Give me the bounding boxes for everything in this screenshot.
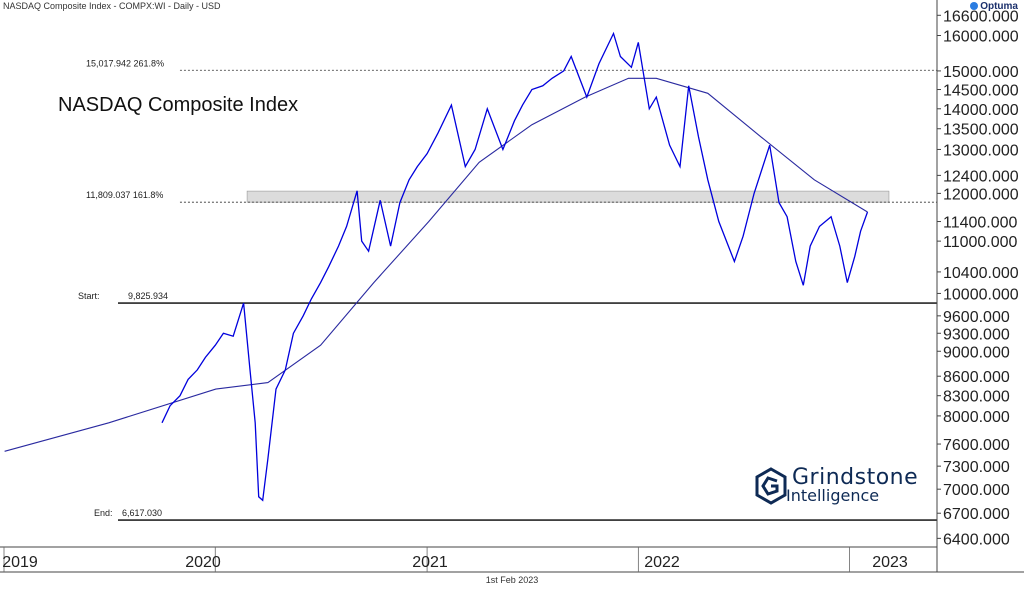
price-line — [161, 31, 869, 502]
y-tick-label: 14500.000 — [943, 83, 1019, 100]
y-tick-label: 9000.000 — [943, 344, 1010, 361]
y-tick-label: 9300.000 — [943, 326, 1010, 343]
y-tick-label: 13500.000 — [943, 122, 1019, 139]
end-level-value: 6,617.030 — [122, 508, 162, 518]
logo-word-grindstone: Grindstone — [792, 465, 919, 490]
optuma-brand-label: Optuma — [980, 1, 1018, 12]
y-tick-label: 10400.000 — [943, 265, 1019, 282]
y-tick-label: 12000.000 — [943, 186, 1019, 203]
chart-header-title: NASDAQ Composite Index - COMPX:WI - Dail… — [3, 1, 221, 11]
end-level-label: End: — [94, 508, 113, 518]
y-tick-label: 7300.000 — [943, 459, 1010, 476]
y-tick-label: 9600.000 — [943, 309, 1010, 326]
y-tick-label: 7000.000 — [943, 482, 1010, 499]
y-tick-label: 10000.000 — [943, 286, 1019, 303]
y-tick-label: 16600.000 — [943, 8, 1019, 25]
y-tick-label: 8000.000 — [943, 409, 1010, 426]
moving-average-line — [4, 77, 868, 452]
logo-word-intelligence: Intelligence — [786, 486, 880, 505]
y-tick-label: 11000.000 — [943, 234, 1018, 251]
y-tick-label: 11400.000 — [943, 215, 1018, 232]
footer-date: 1st Feb 2023 — [485, 575, 539, 585]
optuma-brand: Optuma — [970, 1, 1018, 12]
fib-261-label: 15,017.942 261.8% — [86, 58, 164, 68]
grindstone-logo: Grindstone Intelligence — [752, 463, 918, 511]
y-tick-label: 8600.000 — [943, 369, 1010, 386]
y-tick-label: 7600.000 — [943, 437, 1010, 454]
start-level-label: Start: — [78, 291, 100, 301]
x-tick-label: 2023 — [872, 554, 908, 571]
y-tick-label: 14000.000 — [943, 102, 1019, 119]
y-tick-label: 8300.000 — [943, 389, 1010, 406]
chart-title: NASDAQ Composite Index — [58, 94, 299, 116]
y-tick-label: 12400.000 — [943, 168, 1019, 185]
hexagon-g-icon — [755, 467, 787, 505]
y-tick-label: 6400.000 — [943, 531, 1010, 548]
y-tick-label: 16000.000 — [943, 28, 1019, 45]
x-tick-label: 2019 — [2, 554, 38, 571]
x-tick-label: 2022 — [644, 554, 680, 571]
y-tick-label: 13000.000 — [943, 142, 1019, 159]
y-tick-label: 6700.000 — [943, 506, 1010, 523]
y-tick-label: 15000.000 — [943, 64, 1019, 81]
resistance-band — [246, 190, 890, 203]
optuma-logo-icon — [970, 2, 979, 10]
start-level-value: 9,825.934 — [128, 291, 168, 301]
fib-161-label: 11,809.037 161.8% — [86, 190, 163, 200]
x-tick-label: 2021 — [412, 554, 448, 571]
x-tick-label: 2020 — [185, 554, 221, 571]
